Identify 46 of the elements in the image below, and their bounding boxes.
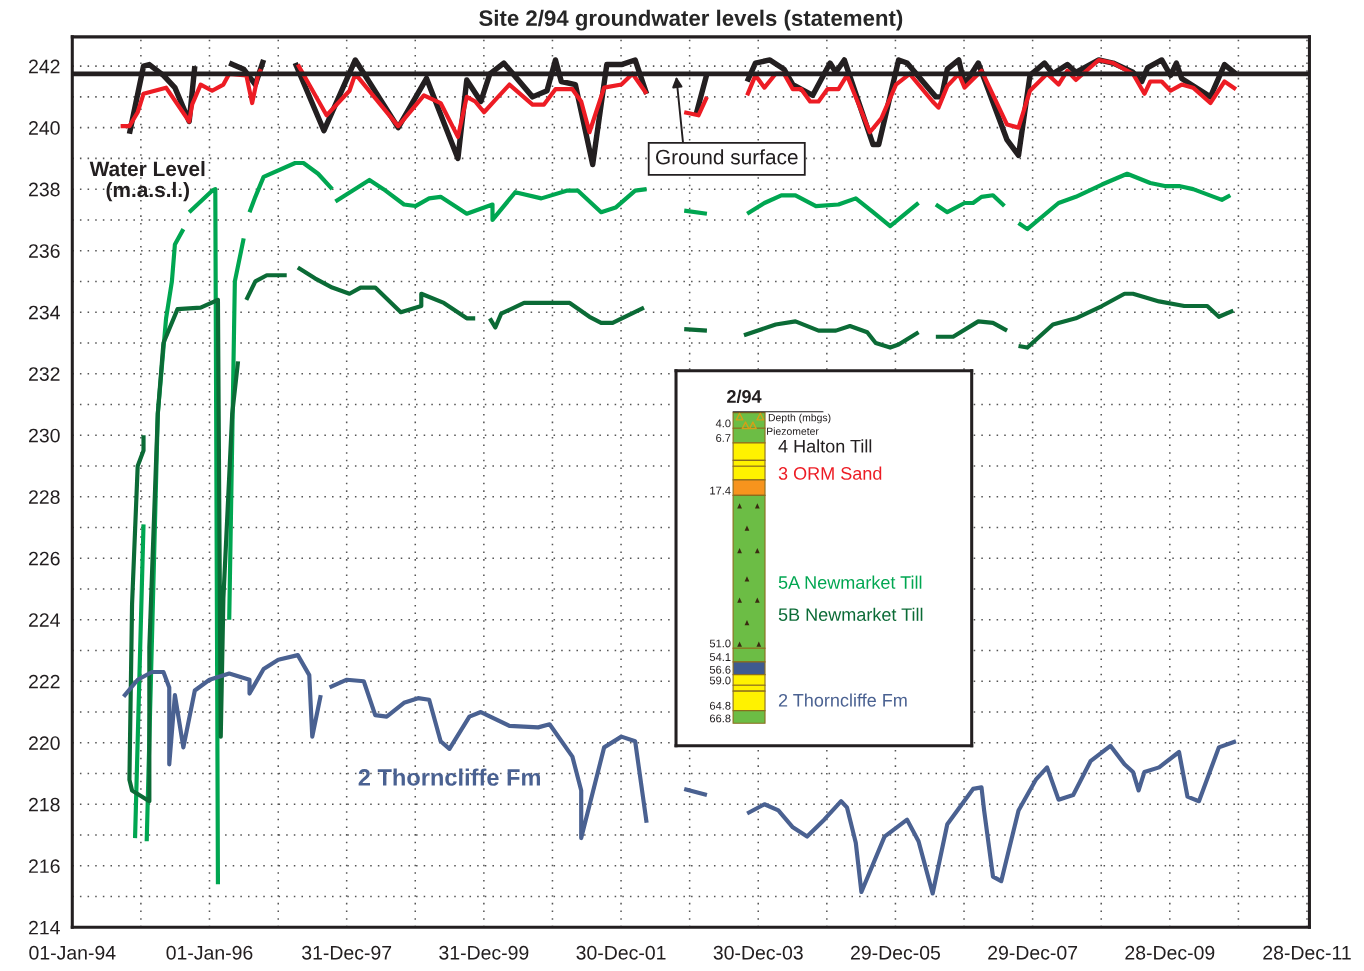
x-tick-label: 28-Dec-09 bbox=[1125, 945, 1215, 960]
annotation: 56.6 bbox=[709, 665, 731, 674]
annotation: 59.0 bbox=[709, 676, 731, 685]
annotation: 2 Thorncliffe Fm bbox=[358, 768, 540, 786]
y-tick-label: 234 bbox=[29, 305, 60, 320]
text: 3 ORM Sand bbox=[778, 466, 882, 480]
y-tick-label: 242 bbox=[29, 59, 60, 74]
annotation: 17.4 bbox=[710, 486, 731, 495]
annotation: 4.0 bbox=[715, 419, 731, 428]
y-tick-label: 216 bbox=[29, 859, 60, 874]
text: 4 Halton Till bbox=[778, 439, 872, 453]
y-tick-label: 224 bbox=[29, 613, 60, 627]
legend-title: 2/94 bbox=[727, 389, 762, 404]
ref-line-label: Ground surface bbox=[656, 149, 798, 165]
annotation: 54.1 bbox=[709, 653, 731, 662]
x-tick-label: 30-Dec-01 bbox=[576, 945, 666, 960]
annotation: 64.8 bbox=[709, 701, 731, 710]
x-tick-label: 31-Dec-99 bbox=[439, 945, 529, 960]
y-tick-label: 240 bbox=[29, 121, 60, 135]
y-tick-label: 222 bbox=[29, 674, 60, 689]
text: 5B Newmarket Till bbox=[778, 607, 923, 622]
y-axis-title: Water Level (m.a.s.l.) bbox=[89, 160, 205, 202]
x-tick-label: 30-Dec-03 bbox=[713, 945, 803, 960]
x-tick-label: 29-Dec-07 bbox=[988, 945, 1078, 960]
y-tick-label: 238 bbox=[29, 182, 60, 197]
x-tick-label: 29-Dec-05 bbox=[851, 945, 941, 960]
y-tick-label: 230 bbox=[29, 428, 60, 443]
y-tick-label: 218 bbox=[29, 797, 60, 812]
x-tick-label: 28-Dec-11 bbox=[1263, 945, 1351, 960]
chart-title: Site 2/94 groundwater levels (statement) bbox=[479, 9, 903, 31]
y-tick-label: 226 bbox=[29, 551, 60, 566]
text: 2 Thorncliffe Fm bbox=[778, 693, 907, 707]
text: 5A Newmarket Till bbox=[778, 575, 922, 589]
y-tick-label: 232 bbox=[29, 367, 60, 381]
annotation: 66.8 bbox=[709, 714, 731, 723]
y-tick-label: 236 bbox=[29, 244, 60, 258]
annotation: 6.7 bbox=[716, 434, 731, 442]
y-tick-label: 214 bbox=[29, 920, 60, 935]
x-tick-label: 31-Dec-97 bbox=[302, 945, 392, 960]
x-tick-label: 01-Jan-96 bbox=[166, 945, 253, 960]
y-tick-label: 228 bbox=[29, 490, 60, 504]
annotation: Depth (mbgs) bbox=[768, 413, 831, 424]
annotation: 51.0 bbox=[709, 639, 731, 648]
annotation: Piezometer bbox=[767, 427, 819, 435]
x-tick-label: 01-Jan-94 bbox=[29, 945, 116, 960]
y-tick-label: 220 bbox=[29, 736, 60, 750]
